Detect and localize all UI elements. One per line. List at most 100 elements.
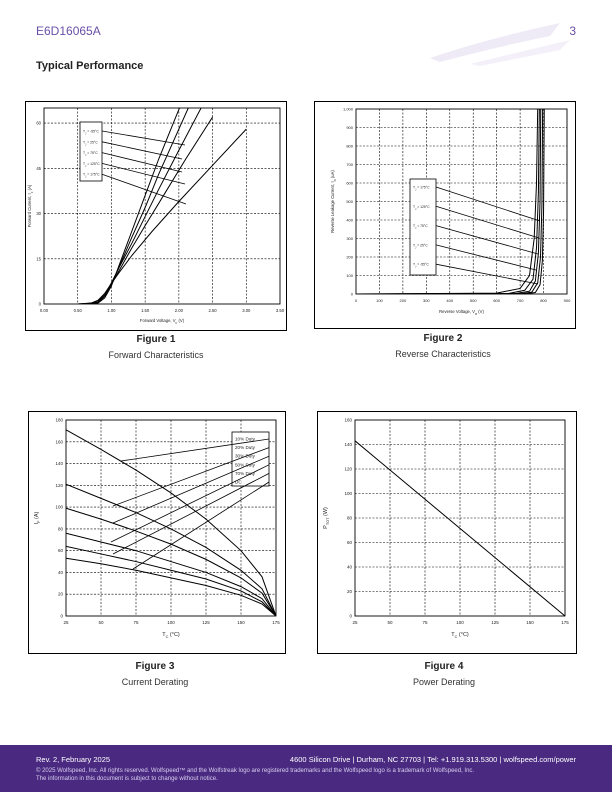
y-tick-label: 15	[36, 256, 41, 261]
legend-pointer	[435, 186, 541, 222]
y-tick-label: 0	[349, 614, 352, 619]
x-tick-label: 150	[237, 620, 245, 625]
x-tick-label: 125	[202, 620, 210, 625]
figure-1-description: Forward Characteristics	[108, 350, 204, 360]
y-tick-label: 45	[36, 166, 41, 171]
x-tick-label: 1.50	[141, 308, 150, 313]
y-tick-label: 80	[58, 526, 64, 531]
legend-pointer	[101, 130, 186, 146]
x-axis-label: TC (°C)	[162, 632, 180, 639]
y-tick-label: 60	[36, 121, 41, 126]
x-tick-label: 300	[423, 298, 430, 303]
current-derating-chart: 25 50 75 100 125 150 175 0 20 40 60 80 100 120 140 160 1…	[28, 411, 286, 654]
legend-pointer	[101, 141, 183, 160]
footer-copyright: © 2025 Wolfspeed, Inc. All rights reserv…	[36, 768, 475, 774]
series-line-0	[84, 108, 181, 304]
x-axis-label: Forward Voltage, VF (V)	[140, 318, 185, 325]
series-line-3	[66, 532, 276, 616]
legend-pointer	[112, 447, 270, 507]
x-tick-label: 0.50	[74, 308, 83, 313]
x-tick-label: 25	[352, 620, 358, 625]
legend-label: TJ = 125°C	[83, 162, 100, 168]
y-tick-label: 900	[346, 125, 353, 130]
section-title: Typical Performance	[36, 60, 144, 72]
forward-characteristics-chart: 0.00 0.50 1.00 1.50 2.00 2.50 3.00 3.50 0 15 30 45 6…	[25, 101, 287, 331]
legend-box	[409, 178, 437, 276]
series-line-0	[355, 440, 565, 616]
figure-2-description: Reverse Characteristics	[395, 349, 491, 359]
x-tick-label: 25	[63, 620, 69, 625]
footer-address: 4600 Silicon Drive | Durham, NC 27703 | …	[289, 755, 576, 764]
series-line-1	[66, 483, 276, 616]
legend-label: TJ = 125°C	[413, 205, 430, 211]
page-header: E6D16065A 3	[36, 24, 576, 40]
y-tick-label: 20	[347, 589, 353, 594]
x-tick-label: 3.00	[242, 308, 251, 313]
y-tick-label: 100	[55, 505, 63, 510]
y-tick-label: 100	[346, 273, 353, 278]
x-tick-label: 50	[387, 620, 393, 625]
legend-label: 70% Duty	[235, 471, 256, 476]
x-tick-label: 700	[517, 298, 524, 303]
y-tick-label: 180	[55, 418, 63, 423]
chart-frame	[25, 101, 287, 331]
y-tick-label: 120	[344, 467, 352, 472]
y-tick-label: 40	[58, 570, 64, 575]
y-axis-label: PTOT (W)	[323, 507, 330, 529]
y-tick-label: 80	[347, 516, 353, 521]
x-tick-label: 0	[355, 298, 358, 303]
legend-pointer	[101, 173, 187, 205]
x-tick-label: 125	[491, 620, 499, 625]
legend-label: TJ = -55°C	[83, 130, 99, 136]
legend-label: TJ = -55°C	[413, 263, 429, 269]
x-tick-label: 0.00	[40, 308, 49, 313]
plot-area	[65, 419, 277, 617]
x-tick-label: 75	[422, 620, 428, 625]
x-tick-label: 400	[446, 298, 453, 303]
x-tick-label: 2.00	[175, 308, 184, 313]
y-tick-label: 500	[346, 199, 353, 204]
x-tick-label: 50	[98, 620, 104, 625]
footer: Rev. 2, February 2025 4600 Silicon Drive…	[0, 745, 612, 792]
figure-3-chart: 25 50 75 100 125 150 175 0 20 40 60 80 100 120 140 160 1…	[28, 411, 286, 654]
chart-frame	[317, 411, 577, 654]
page-number: 3	[569, 24, 576, 38]
plot-area	[354, 419, 566, 617]
y-tick-label: 800	[346, 144, 353, 149]
figure-3-description: Current Derating	[121, 677, 189, 687]
figure-1-caption: Figure 1 Forward Characteristics	[26, 333, 286, 361]
legend-pointer	[110, 464, 270, 543]
legend-pointer	[101, 152, 183, 173]
legend-label: 10% Duty	[235, 437, 256, 442]
legend-label: DC	[235, 480, 242, 485]
x-tick-label: 75	[133, 620, 139, 625]
figure-3-caption: Figure 3 Current Derating	[25, 660, 285, 688]
figure-4-number: Figure 4	[424, 661, 464, 672]
y-axis-label: IF (A)	[34, 511, 41, 524]
legend-label: TJ = 75°C	[83, 151, 98, 157]
series-line-0	[66, 429, 276, 616]
x-tick-label: 100	[456, 620, 464, 625]
chart-frame	[314, 101, 576, 329]
y-tick-label: 160	[344, 418, 352, 423]
x-tick-label: 500	[470, 298, 477, 303]
y-tick-label: 0	[351, 292, 354, 297]
y-tick-label: 30	[36, 211, 41, 216]
legend-label: 50% Duty	[235, 462, 256, 467]
y-tick-label: 160	[55, 439, 63, 444]
y-tick-label: 0	[39, 302, 42, 307]
legend-label: 30% Duty	[235, 454, 256, 459]
legend-pointer	[120, 438, 270, 462]
series-line-1	[84, 108, 189, 304]
x-tick-label: 800	[540, 298, 547, 303]
x-tick-label: 3.50	[276, 308, 285, 313]
figure-1-number: Figure 1	[136, 334, 176, 345]
legend-pointer	[435, 225, 539, 255]
figure-4-chart: 25 50 75 100 125 150 175 0 20 40 60 80 100 120 140 160 T…	[317, 411, 577, 654]
legend-pointer	[101, 163, 186, 185]
series-line-4	[356, 109, 545, 294]
figure-1-chart: 0.00 0.50 1.00 1.50 2.00 2.50 3.00 3.50 0 15 30 45 6…	[25, 101, 287, 331]
legend-box	[79, 121, 103, 182]
plot-area	[43, 107, 281, 305]
series-line-5	[66, 557, 276, 616]
